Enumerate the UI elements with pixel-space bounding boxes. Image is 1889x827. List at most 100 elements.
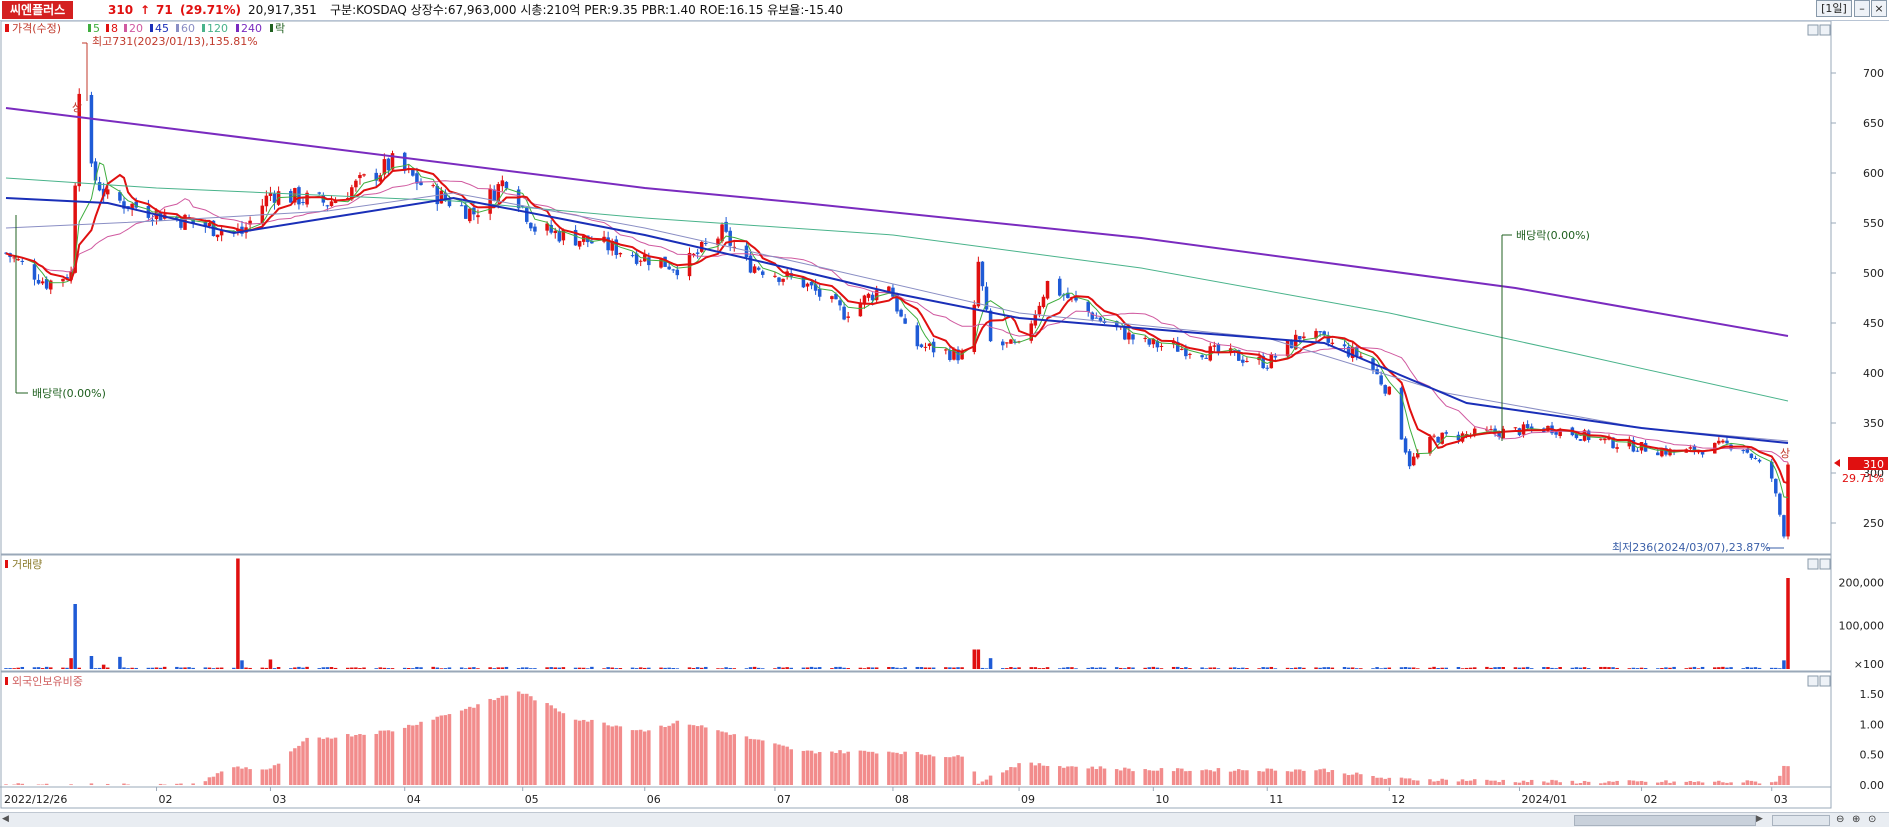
x-tick-label: 2024/01 xyxy=(1521,793,1567,806)
volume-bar xyxy=(1017,667,1021,669)
candle-body xyxy=(1746,449,1750,452)
foreign-bar xyxy=(1493,781,1497,785)
foreign-bar xyxy=(1729,782,1733,785)
zoom-slider[interactable] xyxy=(1772,815,1830,826)
foreign-bar xyxy=(1758,783,1762,785)
candle-body xyxy=(903,318,907,323)
horizontal-scrollbar[interactable]: ◀ ▶ ⊖ ⊕ ⊙ xyxy=(0,812,1889,827)
foreign-bar xyxy=(1274,771,1278,785)
volume-bar xyxy=(1375,667,1379,669)
zoom-out-icon[interactable]: ⊖ xyxy=(1836,813,1850,826)
stock-name[interactable]: 씨엔플러스 xyxy=(2,1,73,19)
volume-bar xyxy=(635,668,639,669)
volume-bar xyxy=(1465,668,1469,669)
foreign-panel-minimize-icon[interactable] xyxy=(1808,676,1818,686)
foreign-bar xyxy=(545,703,549,785)
volume-bar xyxy=(785,667,789,669)
volume-bar xyxy=(867,667,871,669)
candle-body xyxy=(90,95,94,163)
foreign-bar xyxy=(415,725,419,785)
volume-bar xyxy=(391,668,395,669)
volume-bar xyxy=(1388,668,1392,669)
candle-body xyxy=(1298,336,1302,339)
legend-item-swatch xyxy=(270,24,273,32)
volume-bar xyxy=(1115,667,1119,669)
foreign-bar xyxy=(1400,778,1404,785)
volume-bar xyxy=(716,668,720,669)
candle-body xyxy=(1603,438,1607,440)
foreign-bar xyxy=(692,725,696,785)
volume-title-swatch xyxy=(5,560,8,568)
zoom-reset-icon[interactable]: ⊙ xyxy=(1868,813,1882,826)
candle-body xyxy=(1388,387,1392,395)
foreign-bar xyxy=(606,725,610,785)
candle-body xyxy=(492,190,496,201)
volume-bar xyxy=(1741,668,1745,669)
volume-bar xyxy=(1603,667,1607,669)
zoom-in-icon[interactable]: ⊕ xyxy=(1852,813,1866,826)
candle-body xyxy=(1741,450,1745,451)
foreign-bar xyxy=(1469,781,1473,785)
volume-tick-label: 200,000 xyxy=(1839,576,1885,589)
price-panel xyxy=(1,21,1831,554)
volume-bar xyxy=(1001,668,1005,669)
price-panel-close-icon[interactable] xyxy=(1820,25,1830,35)
stock-chart[interactable]: 250300350400450500550600650700200,000100… xyxy=(0,21,1889,812)
foreign-bar xyxy=(1160,768,1164,785)
x-tick-label: 2022/12/26 xyxy=(4,793,67,806)
candle-body xyxy=(1432,436,1436,437)
volume-bar xyxy=(8,668,12,669)
volume-bar xyxy=(1526,667,1530,669)
volume-bar xyxy=(1261,667,1265,669)
foreign-bar xyxy=(1030,763,1034,785)
volume-bar xyxy=(590,667,594,669)
volume-bar xyxy=(578,668,582,669)
foreign-bar xyxy=(1571,781,1575,785)
foreign-bar xyxy=(663,727,667,785)
candle-body xyxy=(944,349,948,350)
foreign-bar xyxy=(1265,768,1269,785)
foreign-bar xyxy=(1518,783,1522,785)
period-button[interactable]: [1일] xyxy=(1816,0,1852,17)
candle-body xyxy=(1245,361,1249,362)
candle-body xyxy=(1526,424,1530,428)
volume-bar xyxy=(1558,667,1562,669)
volume-bar xyxy=(720,668,724,669)
foreign-bar xyxy=(867,752,871,785)
legend-item-label: 240 xyxy=(241,22,262,35)
scroll-thumb[interactable] xyxy=(1574,815,1756,826)
foreign-bar xyxy=(1180,769,1184,785)
volume-panel-minimize-icon[interactable] xyxy=(1808,559,1818,569)
foreign-bar xyxy=(460,711,464,785)
volume-panel-close-icon[interactable] xyxy=(1820,559,1830,569)
legend-item-label: 60 xyxy=(181,22,195,35)
volume-bar xyxy=(301,668,305,669)
close-icon[interactable]: × xyxy=(1871,0,1887,17)
candle-body xyxy=(1180,349,1184,350)
candle-body xyxy=(728,231,732,246)
volume-bar xyxy=(1530,668,1534,669)
volume-bar xyxy=(163,667,167,669)
volume-bar xyxy=(1713,667,1717,669)
candle-body xyxy=(667,267,671,270)
candle-body xyxy=(704,243,708,244)
foreign-bar xyxy=(1103,769,1107,785)
price-panel-minimize-icon[interactable] xyxy=(1808,25,1818,35)
candle-body xyxy=(1725,441,1729,444)
candle-body xyxy=(1160,346,1164,347)
volume-bar xyxy=(891,667,895,669)
foreign-bar xyxy=(501,696,505,785)
foreign-bar xyxy=(533,700,537,785)
foreign-bar xyxy=(667,726,671,785)
volume-bar xyxy=(49,667,53,669)
foreign-bar xyxy=(37,784,41,785)
scroll-left-icon[interactable]: ◀ xyxy=(2,814,12,825)
volume-bar xyxy=(549,667,553,669)
volume-bar xyxy=(488,667,492,669)
foreign-bar xyxy=(1664,780,1668,785)
volume-bar xyxy=(1123,668,1127,669)
foreign-panel-close-icon[interactable] xyxy=(1820,676,1830,686)
minimize-icon[interactable]: – xyxy=(1854,0,1870,17)
scroll-right-icon[interactable]: ▶ xyxy=(1756,814,1766,825)
